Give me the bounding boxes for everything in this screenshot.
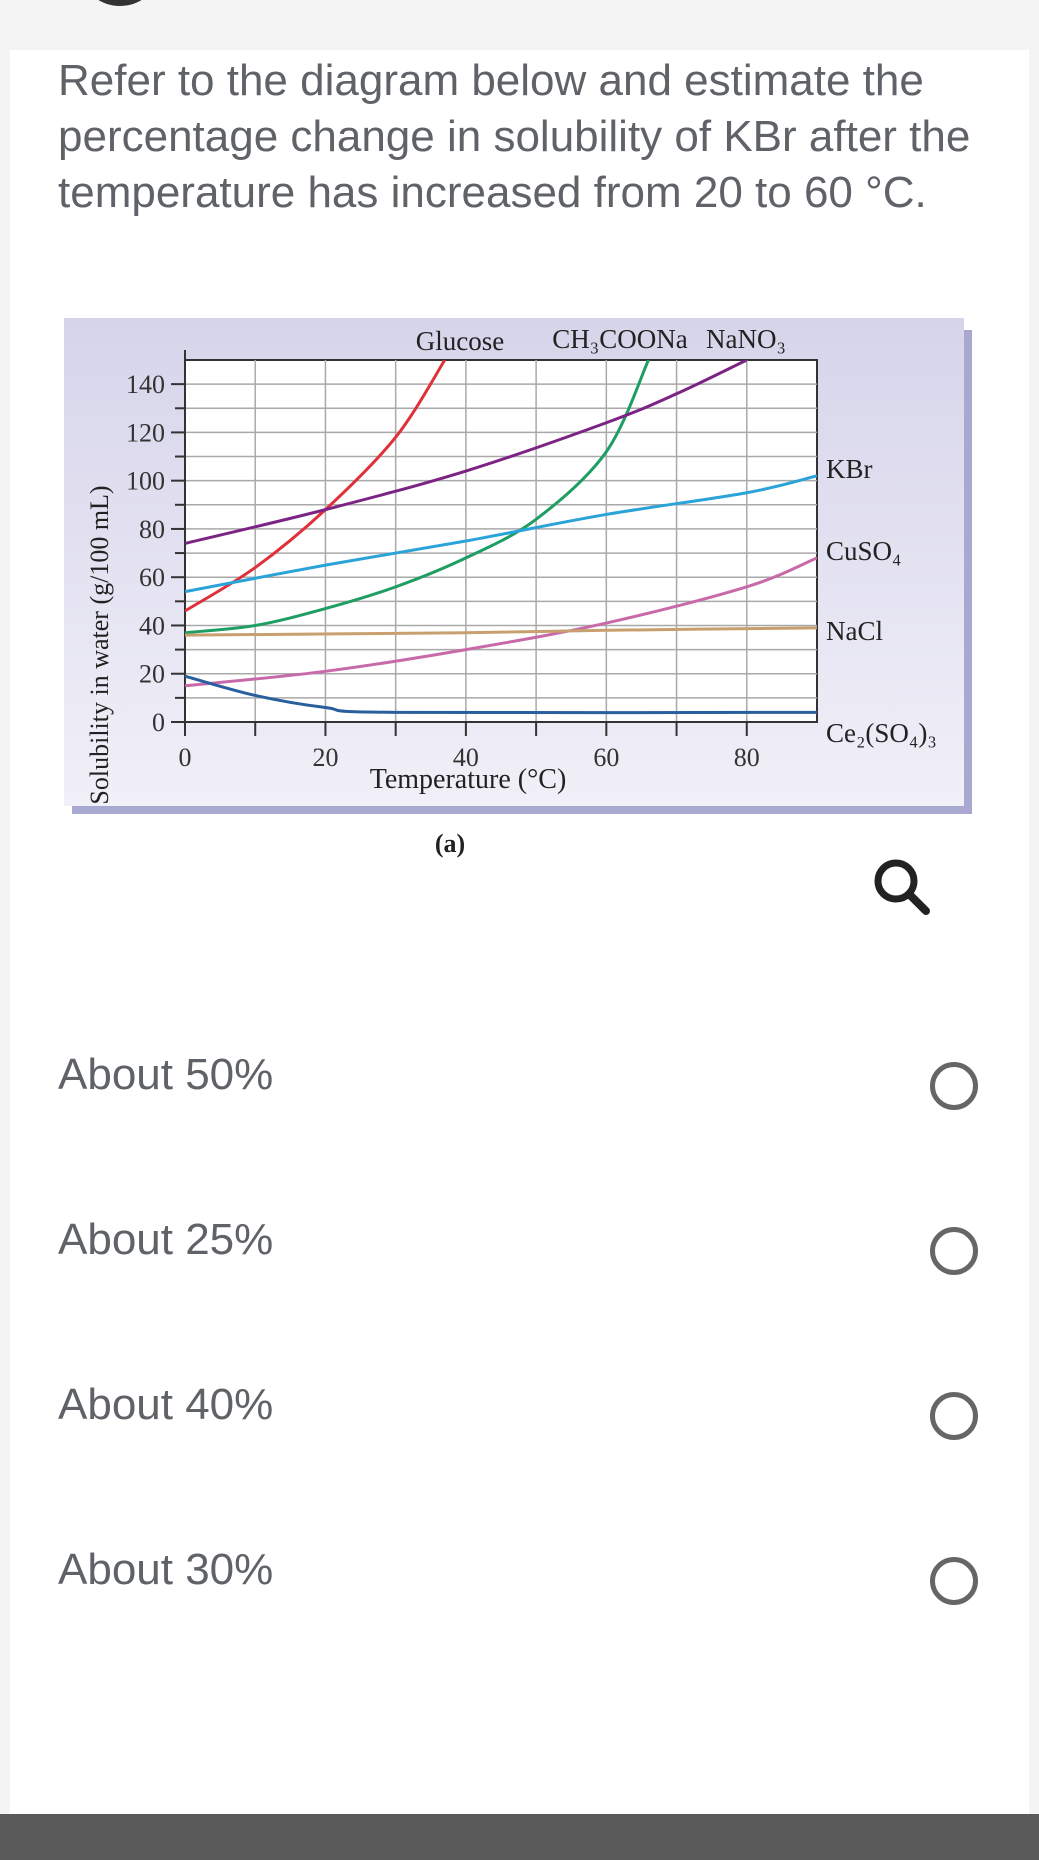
y-axis-ticks: 0 20 40 60 80 100 120 140 <box>126 370 185 737</box>
x-axis-label: Temperature (°C) <box>370 764 567 795</box>
option-label: About 25% <box>58 1215 274 1264</box>
series-line <box>185 360 748 545</box>
y-axis-label: Solubility in water (g/100 mL) <box>85 485 114 804</box>
y-tick-label: 120 <box>126 418 165 447</box>
series-label: NaCl <box>826 616 883 646</box>
y-tick-label: 20 <box>139 660 165 689</box>
y-tick-label: 0 <box>152 708 165 737</box>
question-card: Refer to the diagram below and estimate … <box>10 50 1029 1860</box>
option-label: About 30% <box>58 1545 274 1594</box>
x-tick-label: 0 <box>179 743 192 772</box>
answer-option[interactable]: About 30% <box>10 1545 1029 1695</box>
option-label: About 40% <box>58 1380 274 1429</box>
x-axis-ticks: 0 20 40 60 80 <box>179 722 760 772</box>
series-line <box>185 360 650 635</box>
y-tick-label: 40 <box>139 611 165 640</box>
option-label: About 50% <box>58 1050 274 1099</box>
x-tick-label: 20 <box>312 743 338 772</box>
series-label: NaNO₃ <box>706 324 786 354</box>
y-tick-label: 60 <box>139 563 165 592</box>
answer-option[interactable]: About 40% <box>10 1380 1029 1530</box>
radio-unselected-icon[interactable] <box>930 1392 978 1440</box>
magnifier-icon[interactable] <box>856 847 952 927</box>
series-label: KBr <box>826 454 873 484</box>
figure-caption: (a) <box>435 829 465 858</box>
series-line <box>185 556 817 688</box>
series-line <box>185 474 817 594</box>
chart-grid <box>184 350 818 723</box>
question-text: Refer to the diagram below and estimate … <box>58 56 971 217</box>
y-tick-label: 100 <box>126 467 165 496</box>
radio-unselected-icon[interactable] <box>930 1227 978 1275</box>
series-labels: Glucose CH₃COONa NaNO₃ KBr CuSO₄ NaCl Ce₂(SO₄)… <box>416 324 937 748</box>
x-tick-label: 40 <box>453 743 479 772</box>
series-label: CuSO₄ <box>826 536 901 566</box>
y-tick-label: 80 <box>139 515 165 544</box>
bottom-bar <box>0 1814 1039 1860</box>
x-tick-label: 60 <box>593 743 619 772</box>
series-line <box>185 626 817 637</box>
answer-option[interactable]: About 50% <box>10 1050 1029 1200</box>
radio-unselected-icon[interactable] <box>930 1062 978 1110</box>
chart-series <box>185 360 817 715</box>
radio-unselected-icon[interactable] <box>930 1557 978 1605</box>
answer-option[interactable]: About 25% <box>10 1215 1029 1365</box>
y-tick-label: 140 <box>126 370 165 399</box>
avatar <box>85 0 155 6</box>
series-label: Ce₂(SO₄)₃ <box>826 718 937 748</box>
series-line <box>185 674 817 715</box>
series-label: Glucose <box>416 326 504 356</box>
solubility-figure[interactable]: 0 20 40 60 80 0 20 40 60 80 100 120 140 Glucose CH₃C… <box>60 310 990 1030</box>
series-label: CH₃COONa <box>552 324 687 354</box>
solubility-chart: 0 20 40 60 80 0 20 40 60 80 100 120 140 Glucose CH₃C… <box>64 318 972 858</box>
x-tick-label: 80 <box>734 743 760 772</box>
